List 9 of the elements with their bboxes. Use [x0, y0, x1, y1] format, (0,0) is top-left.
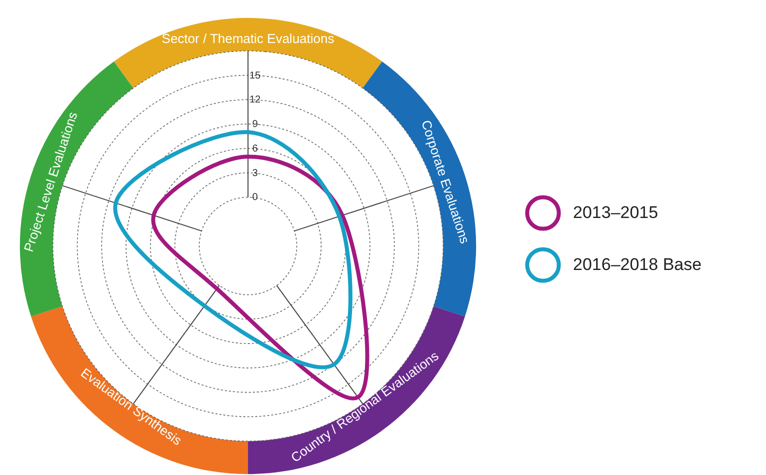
y-tick-label: 15: [249, 70, 261, 82]
y-tick-label: 12: [249, 94, 261, 106]
legend-label: 2016–2018 Base: [573, 255, 702, 274]
spoke-label: Sector / Thematic Evaluations: [162, 30, 335, 46]
y-tick-label: 9: [252, 119, 258, 130]
y-tick-label: 6: [252, 143, 258, 154]
y-tick-label: 3: [252, 168, 258, 179]
y-tick-label: 0: [252, 192, 258, 204]
legend-label: 2013–2015: [573, 203, 658, 222]
